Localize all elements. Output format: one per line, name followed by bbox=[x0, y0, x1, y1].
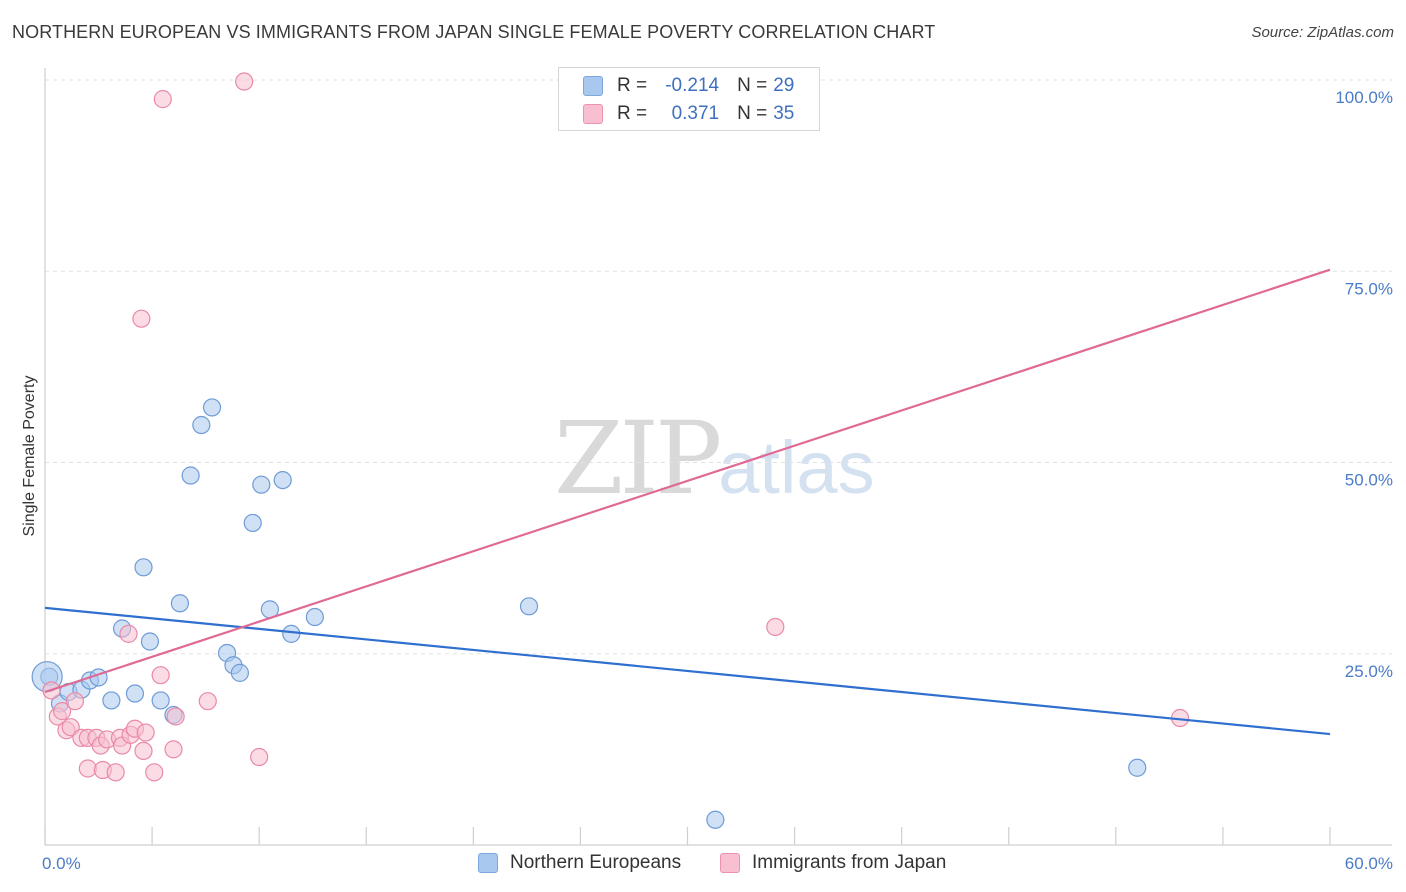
data-point bbox=[170, 594, 190, 613]
data-point bbox=[134, 741, 153, 761]
trend-lines bbox=[44, 268, 1331, 736]
data-point bbox=[181, 466, 200, 485]
data-point bbox=[230, 663, 249, 682]
correlation-legend: R = -0.214 N = 29 R = 0.371 N = 35 bbox=[558, 67, 820, 131]
data-point bbox=[706, 810, 725, 829]
legend-n-label: N = bbox=[737, 75, 768, 96]
legend-r-label: R = bbox=[617, 75, 648, 96]
legend-r-value: -0.214 bbox=[665, 75, 720, 96]
data-point bbox=[136, 723, 155, 742]
data-point bbox=[102, 691, 121, 710]
grid-lines bbox=[45, 79, 1392, 655]
data-point bbox=[282, 624, 301, 643]
data-point bbox=[192, 415, 211, 435]
x-tick-label: 60.0% bbox=[1345, 854, 1393, 873]
data-point bbox=[145, 763, 164, 782]
legend-n-value: 29 bbox=[773, 75, 795, 96]
data-point bbox=[140, 632, 160, 651]
legend-swatch-blue bbox=[478, 853, 498, 873]
legend-r-label: R = bbox=[617, 103, 648, 124]
source-label: Source: ZipAtlas.com bbox=[1251, 24, 1394, 41]
data-point bbox=[198, 692, 217, 711]
legend-swatch-pink bbox=[583, 104, 603, 124]
data-point bbox=[78, 759, 97, 778]
legend-item-immigrants-japan[interactable]: Immigrants from Japan bbox=[720, 852, 946, 874]
data-point bbox=[65, 692, 85, 711]
legend-swatch-blue bbox=[583, 76, 603, 96]
data-point bbox=[250, 747, 269, 767]
data-point bbox=[243, 513, 262, 533]
data-point bbox=[153, 90, 172, 109]
data-point bbox=[119, 624, 138, 643]
y-tick-label: 100.0% bbox=[1335, 88, 1393, 107]
series-immigrants-japan-points bbox=[42, 70, 1190, 782]
data-point bbox=[61, 718, 80, 737]
series-northern-europeans-points bbox=[31, 398, 1147, 829]
legend-row-northern-europeans: R = -0.214 N = 29 bbox=[583, 74, 794, 98]
legend-swatch-pink bbox=[720, 853, 740, 873]
legend-row-immigrants-japan: R = 0.371 N = 35 bbox=[583, 102, 794, 126]
data-point bbox=[151, 666, 170, 685]
data-point bbox=[766, 617, 785, 637]
data-point bbox=[202, 398, 222, 417]
data-point bbox=[106, 763, 125, 782]
data-point bbox=[53, 702, 72, 721]
series-legend: Northern Europeans Immigrants from Japan bbox=[0, 852, 1406, 878]
legend-item-label: Immigrants from Japan bbox=[752, 852, 947, 873]
y-tick-label: 75.0% bbox=[1345, 279, 1393, 298]
legend-r-value: 0.371 bbox=[671, 103, 720, 124]
trend-line bbox=[44, 268, 1331, 694]
x-tick-label: 0.0% bbox=[42, 854, 81, 873]
data-point bbox=[151, 691, 170, 710]
data-point bbox=[164, 740, 183, 759]
legend-item-northern-europeans[interactable]: Northern Europeans bbox=[478, 852, 681, 874]
data-point bbox=[273, 470, 292, 490]
legend-n-label: N = bbox=[737, 103, 768, 124]
data-point bbox=[125, 684, 145, 703]
trend-line bbox=[44, 606, 1331, 736]
y-tick-label: 25.0% bbox=[1345, 662, 1393, 681]
tick-labels: 25.0% 50.0% 75.0% 100.0% 0.0% 60.0% bbox=[42, 88, 1393, 873]
data-point bbox=[519, 597, 539, 616]
data-point bbox=[305, 607, 324, 627]
chart-title: NORTHERN EUROPEAN VS IMMIGRANTS FROM JAP… bbox=[12, 22, 936, 42]
data-point bbox=[235, 72, 254, 91]
data-point bbox=[166, 707, 185, 726]
y-tick-label: 50.0% bbox=[1345, 471, 1393, 490]
legend-item-label: Northern Europeans bbox=[510, 852, 682, 873]
data-point bbox=[132, 309, 151, 328]
data-point bbox=[134, 558, 153, 577]
axes bbox=[44, 68, 1392, 846]
data-point bbox=[252, 475, 271, 494]
data-point bbox=[1128, 758, 1147, 777]
legend-n-value: 35 bbox=[773, 103, 795, 124]
